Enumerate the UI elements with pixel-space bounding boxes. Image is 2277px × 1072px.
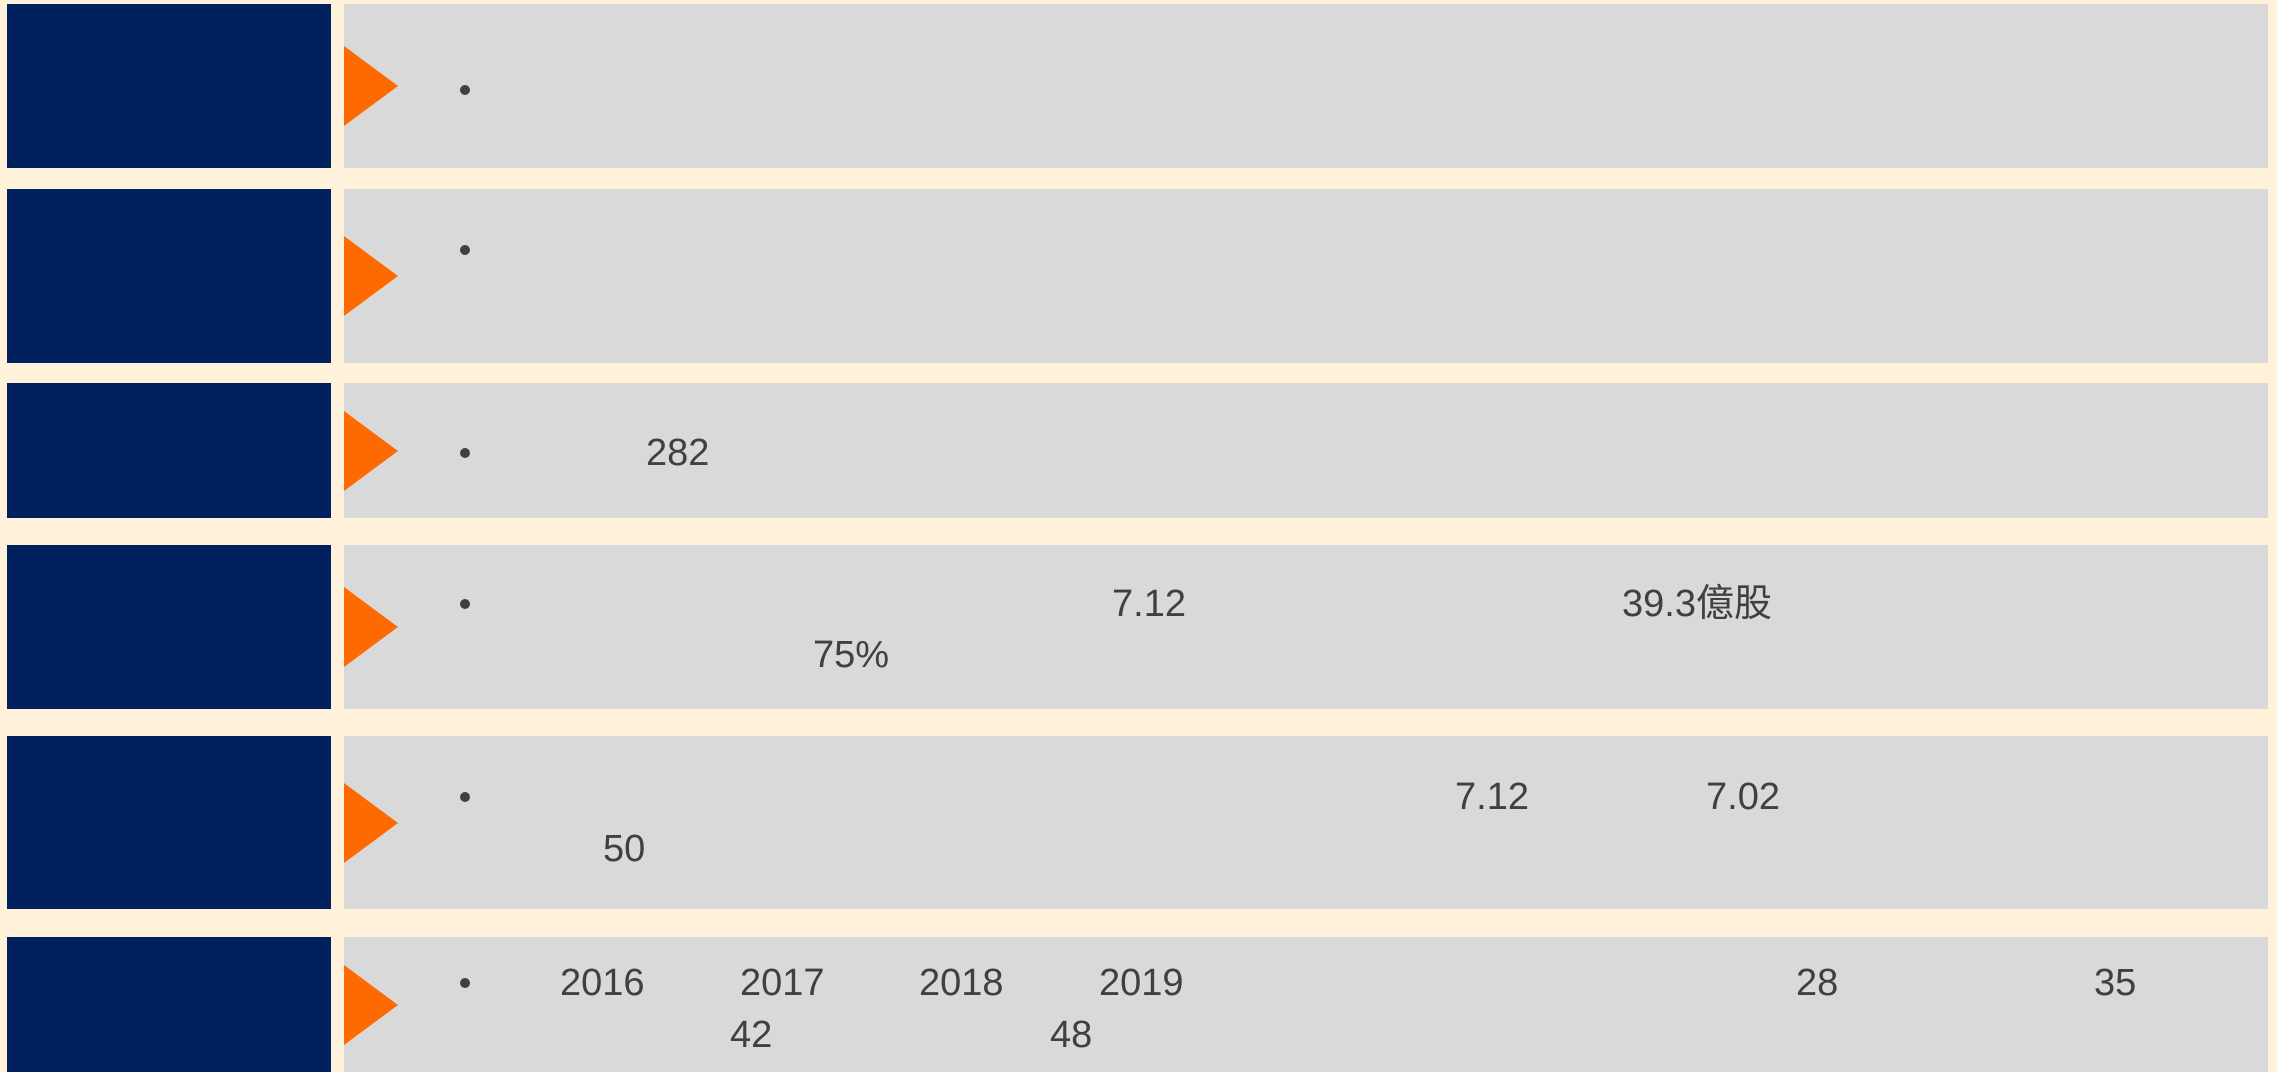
text-fragment: 282 [646, 432, 710, 474]
row-label-block [7, 189, 331, 363]
bullet [460, 448, 470, 458]
bullet [460, 599, 470, 609]
text-fragment: 35 [2094, 962, 2137, 1004]
text-fragment: 39.3億股 [1622, 583, 1772, 625]
text-fragment: 2016 [560, 962, 645, 1004]
text-fragment: 7.02 [1706, 776, 1780, 818]
text-fragment: 75% [813, 634, 890, 676]
row-panel [344, 736, 2268, 909]
arrow-icon [344, 410, 398, 491]
text-fragment: 7.12 [1112, 583, 1186, 625]
row-label-block [7, 4, 331, 168]
bullet [460, 978, 470, 988]
text-fragment: 28 [1796, 962, 1839, 1004]
row-panel [344, 383, 2268, 518]
row-label-block [7, 736, 331, 909]
text-fragment: 2018 [919, 962, 1004, 1004]
text-fragment: 7.12 [1455, 776, 1529, 818]
row-label-block [7, 937, 331, 1072]
text-fragment: 2019 [1099, 962, 1184, 1004]
row-label-block [7, 545, 331, 709]
bullet [460, 245, 470, 255]
arrow-icon [344, 46, 398, 126]
text-fragment: 48 [1050, 1014, 1093, 1056]
bullet [460, 792, 470, 802]
row-panel [344, 937, 2268, 1072]
row-label-block [7, 383, 331, 518]
arrow-icon [344, 587, 398, 667]
text-fragment: 2017 [740, 962, 825, 1004]
arrow-icon [344, 964, 398, 1045]
text-fragment: 42 [730, 1014, 773, 1056]
row-panel [344, 4, 2268, 168]
text-fragment: 50 [603, 828, 646, 870]
row-panel [344, 545, 2268, 709]
arrow-icon [344, 782, 398, 863]
bullet [460, 85, 470, 95]
row-panel [344, 189, 2268, 363]
arrow-icon [344, 236, 398, 316]
